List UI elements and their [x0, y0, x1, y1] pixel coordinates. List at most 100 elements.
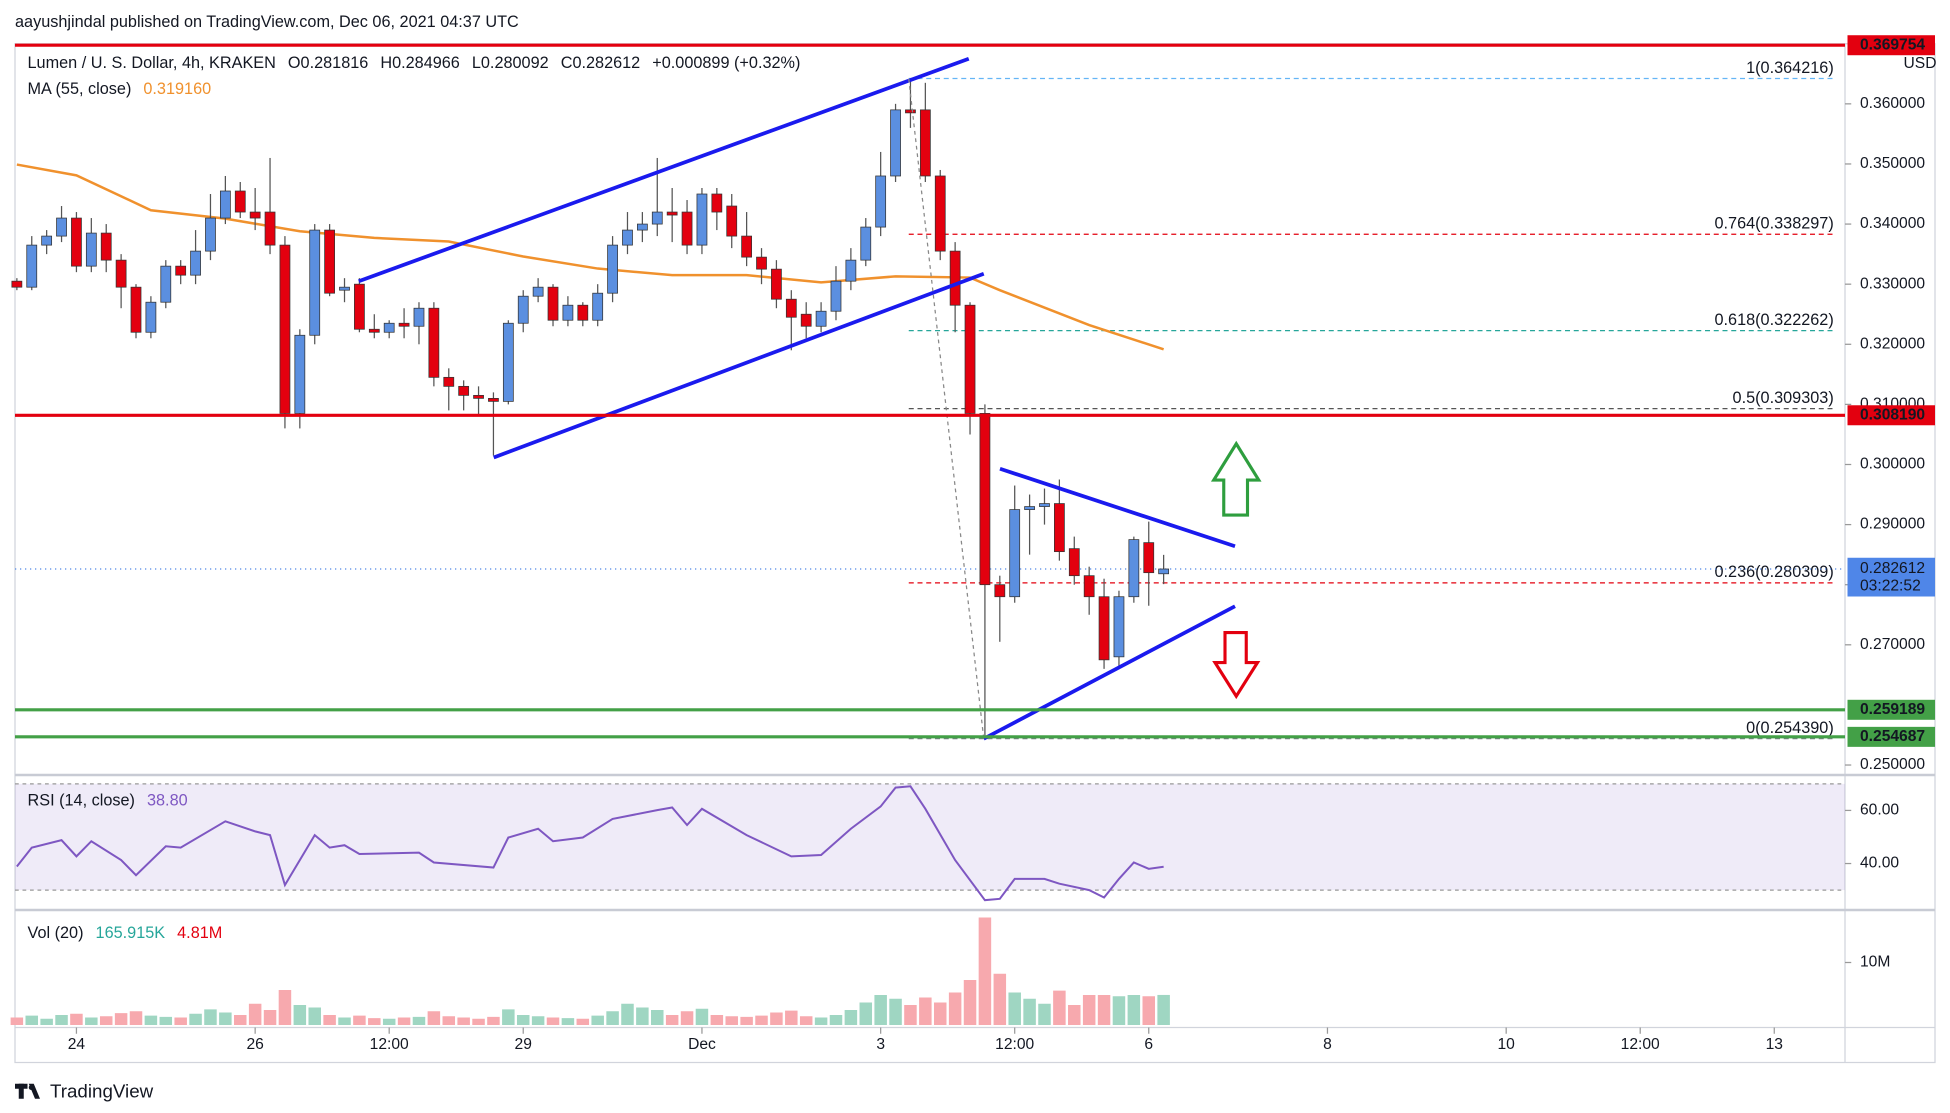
x-tick-label: 10	[1497, 1036, 1515, 1053]
volume-bar	[55, 1015, 68, 1025]
volume-bar	[263, 1010, 277, 1025]
symbol: Lumen / U. S. Dollar, 4h, KRAKEN	[28, 54, 276, 72]
level-box	[1847, 35, 1935, 56]
channel-upper	[358, 56, 970, 284]
volume-bar	[561, 1018, 575, 1025]
candle-body	[1054, 503, 1065, 553]
candle-body	[860, 226, 872, 261]
volume-bar	[904, 1005, 917, 1025]
candle-body	[443, 376, 455, 387]
candle-body	[41, 235, 53, 246]
volume-bar	[606, 1011, 619, 1025]
volume-bar	[308, 1007, 321, 1025]
y-tick-label: 0.330000	[1860, 275, 1925, 292]
candle-body	[1068, 548, 1080, 577]
volume-bar	[755, 1015, 768, 1025]
volume-bar	[40, 1018, 53, 1025]
candle-body	[830, 280, 842, 312]
last-price-label: 0.282612	[1860, 560, 1925, 577]
candle-body	[800, 313, 812, 327]
candle-body	[324, 229, 335, 294]
candle-body	[175, 265, 187, 276]
volume-bar	[412, 1016, 426, 1025]
volume-ma: 165.915K	[96, 924, 166, 942]
candle-body	[711, 193, 723, 213]
volume-bar	[25, 1015, 39, 1025]
fib-label: 0(0.254390)	[1746, 719, 1834, 737]
volume-bar	[1008, 992, 1021, 1025]
volume-name: Vol (20)	[28, 924, 84, 942]
y-tick-label: 0.340000	[1860, 215, 1925, 232]
candle-body	[249, 211, 261, 219]
candle-body	[979, 413, 991, 586]
y-tick-label: 0.320000	[1860, 335, 1925, 352]
candle-body	[11, 280, 23, 288]
candle-body	[398, 322, 410, 327]
volume-bar	[725, 1016, 738, 1025]
volume-bar	[144, 1015, 158, 1025]
volume-bar	[785, 1010, 798, 1025]
arrow-down	[1212, 630, 1261, 700]
candle-body	[428, 307, 440, 378]
volume-bar	[516, 1015, 530, 1025]
volume-bar	[114, 1013, 128, 1025]
candle-body	[994, 584, 1006, 598]
candle-body	[562, 304, 574, 321]
candle-body	[905, 109, 916, 114]
x-tick-label: 12:00	[370, 1036, 409, 1053]
y-tick-label: 0.360000	[1860, 95, 1925, 112]
rsi-line	[16, 785, 1164, 902]
candle-body	[845, 259, 857, 282]
volume-bar	[1053, 990, 1066, 1025]
candle-body	[160, 265, 172, 303]
candle-body	[517, 295, 529, 324]
volume-bar	[204, 1009, 217, 1025]
candle-body	[71, 217, 82, 267]
level-box	[1847, 726, 1935, 747]
level-label: 0.369754	[1860, 36, 1925, 53]
candle-body	[85, 232, 97, 267]
volume-bar	[397, 1017, 411, 1025]
y-tick-label: 0.250000	[1860, 756, 1925, 773]
candle-body	[622, 229, 633, 246]
candle-body	[26, 244, 38, 288]
volume-bar	[293, 1005, 307, 1025]
volume-bar	[353, 1015, 366, 1025]
candle-body	[56, 217, 67, 237]
change: +0.000899 (+0.32%)	[652, 54, 800, 72]
y-tick-label: 0.290000	[1860, 516, 1925, 533]
volume-bar	[859, 1002, 873, 1025]
volume-bar	[829, 1015, 843, 1025]
volume-bar	[770, 1012, 783, 1025]
candle-body	[488, 398, 499, 402]
volume-bar	[219, 1012, 232, 1025]
candle-body	[890, 109, 901, 177]
ma-name: MA (55, close)	[28, 80, 132, 98]
volume-bar	[323, 1015, 336, 1025]
legend-ma: MA (55, close) 0.319160	[28, 80, 212, 98]
candle-body	[115, 259, 127, 288]
volume-bar	[963, 980, 977, 1025]
triangle-lower	[982, 604, 1236, 741]
candle-body	[473, 394, 484, 399]
volume-bar	[889, 998, 902, 1025]
volume-bar	[695, 1008, 709, 1025]
low: L0.280092	[472, 54, 549, 72]
x-tick-label: 24	[68, 1036, 86, 1053]
rsi-tick-label: 60.00	[1860, 802, 1899, 819]
candle-body	[264, 211, 276, 246]
volume-bar	[993, 973, 1007, 1025]
candle-body	[607, 244, 618, 294]
candle-body	[547, 286, 559, 321]
legend-main: Lumen / U. S. Dollar, 4h, KRAKEN O0.2818…	[28, 54, 801, 72]
volume-bar	[651, 1010, 664, 1025]
candle-body	[592, 292, 604, 321]
volume-bar	[85, 1017, 98, 1025]
volume-bar	[1038, 1003, 1051, 1025]
level-box	[1847, 405, 1935, 426]
y-tick-label: 0.350000	[1860, 155, 1925, 172]
volume-bar	[472, 1018, 485, 1025]
volume-bar	[442, 1016, 456, 1025]
candle-body	[771, 268, 782, 300]
candle-body	[502, 322, 514, 402]
